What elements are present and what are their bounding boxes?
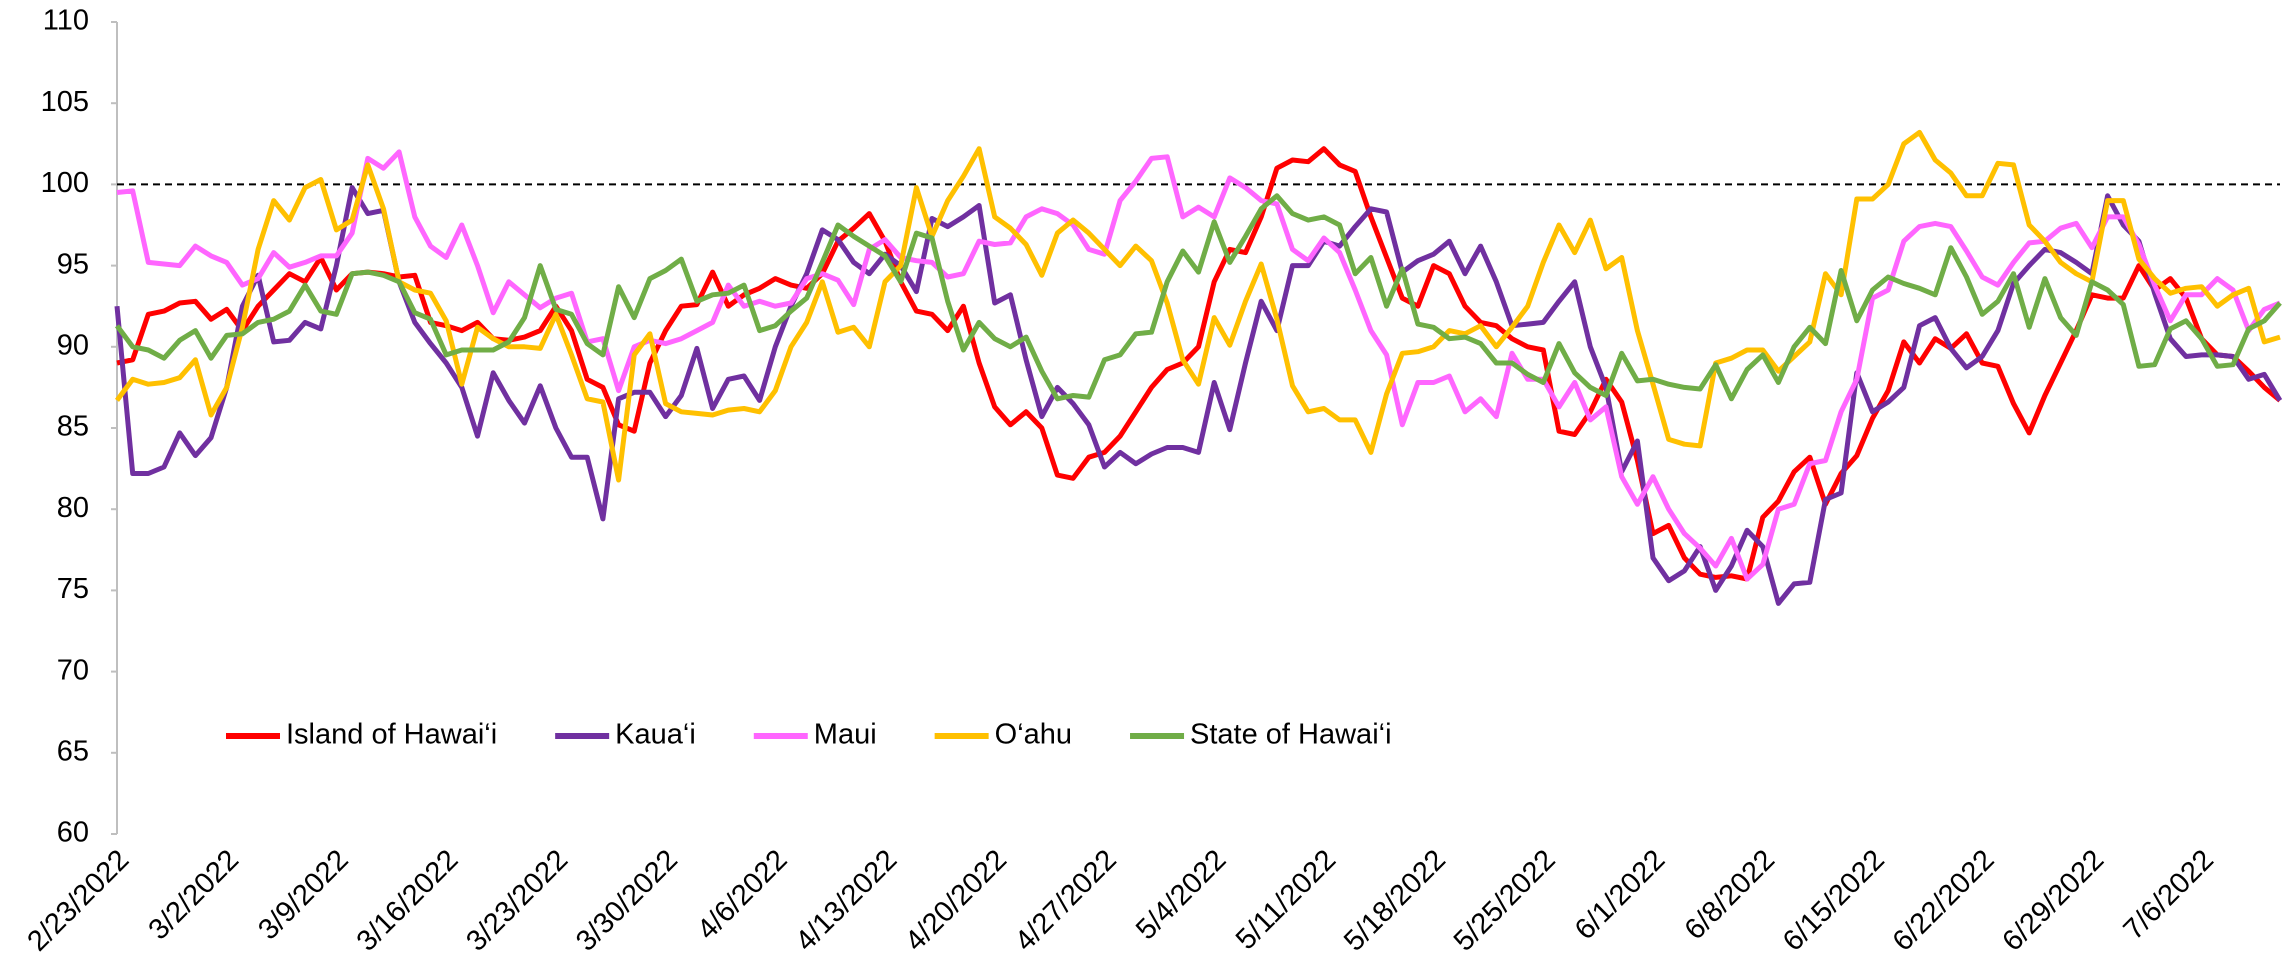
legend-label: Kaua‘i [615, 719, 696, 751]
legend-label: State of Hawai‘i [1190, 719, 1392, 751]
y-tick-label: 100 [41, 167, 89, 199]
x-tick-label: 3/16/2022 [351, 844, 465, 958]
legend-label: Maui [814, 719, 877, 751]
y-tick-label: 80 [57, 492, 89, 524]
legend-label: O‘ahu [995, 719, 1072, 751]
x-tick-label: 3/23/2022 [460, 844, 574, 958]
x-tick-label: 5/4/2022 [1130, 844, 1232, 946]
y-tick-label: 105 [41, 86, 89, 118]
x-tick-label: 4/13/2022 [790, 844, 904, 958]
y-tick-label: 110 [43, 5, 89, 37]
x-tick-label: 3/2/2022 [143, 844, 245, 946]
x-tick-label: 6/15/2022 [1777, 844, 1891, 958]
legend-label: Island of Hawai‘i [286, 719, 497, 751]
series-line [114, 185, 2283, 606]
x-tick-label: 5/11/2022 [1230, 844, 1342, 956]
y-tick-label: 90 [57, 329, 89, 361]
y-tick-label: 85 [57, 411, 89, 443]
x-tick-label: 5/25/2022 [1448, 844, 1562, 958]
y-tick-label: 65 [57, 735, 89, 767]
y-tick-label: 95 [57, 248, 89, 280]
x-tick-label: 6/29/2022 [1996, 844, 2110, 958]
x-tick-label: 6/8/2022 [1679, 844, 1781, 946]
x-tick-label: 4/20/2022 [899, 844, 1013, 958]
x-tick-label: 6/1/2022 [1569, 844, 1671, 946]
x-tick-label: 4/6/2022 [691, 844, 793, 946]
x-tick-label: 3/30/2022 [570, 844, 684, 958]
series-line [114, 129, 2281, 483]
x-tick-label: 3/9/2022 [252, 844, 354, 946]
series-line [116, 149, 2281, 582]
y-tick-label: 60 [57, 817, 89, 849]
y-tick-label: 75 [57, 573, 89, 605]
x-tick-label: 5/18/2022 [1338, 844, 1452, 958]
x-tick-label: 7/6/2022 [2118, 844, 2220, 946]
y-tick-label: 70 [57, 654, 89, 686]
x-tick-label: 4/27/2022 [1009, 844, 1123, 958]
x-tick-label: 2/23/2022 [22, 844, 136, 958]
series-line [114, 193, 2282, 402]
x-tick-label: 6/22/2022 [1887, 844, 2001, 958]
series-line [116, 146, 2282, 582]
